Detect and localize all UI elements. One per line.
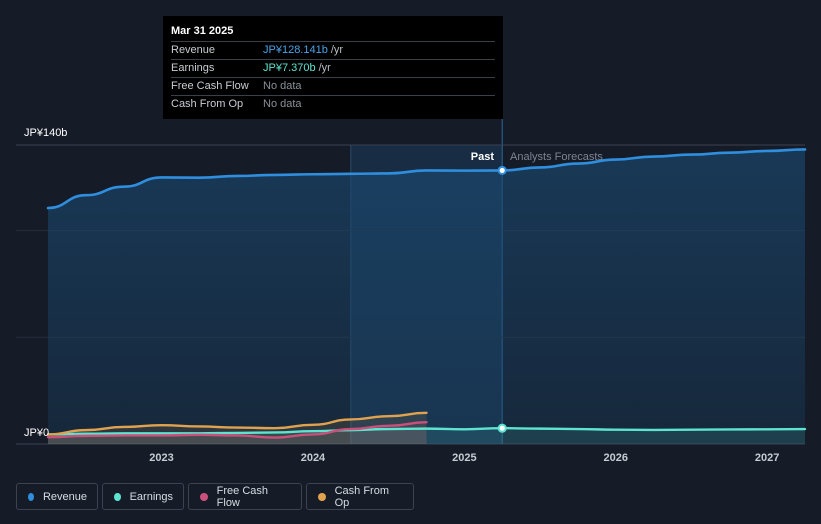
tooltip-unit: /yr xyxy=(318,62,331,74)
forecast-label: Analysts Forecasts xyxy=(510,151,603,163)
earnings-dot-icon xyxy=(114,492,121,501)
free-cash-flow-dot-icon xyxy=(200,492,208,501)
legend-label: Earnings xyxy=(129,490,173,503)
y-tick-label: JP¥140b xyxy=(24,127,67,139)
y-tick-label: JP¥0 xyxy=(24,427,49,439)
tooltip-row-earnings: Earnings JP¥7.370b /yr xyxy=(171,59,495,77)
tooltip: Mar 31 2025 Revenue JP¥128.141b /yr Earn… xyxy=(163,16,503,119)
tooltip-value: No data xyxy=(263,98,302,110)
revenue-area xyxy=(48,149,805,445)
tooltip-label: Earnings xyxy=(171,62,215,74)
earnings-marker xyxy=(497,423,507,433)
legend-item-free-cash-flow[interactable]: Free Cash Flow xyxy=(188,483,302,510)
revenue-dot-icon xyxy=(28,492,34,501)
revenue-line xyxy=(46,148,807,210)
legend-label: Revenue xyxy=(42,490,87,503)
tooltip-label: Revenue xyxy=(171,44,216,56)
x-tick-label: 2025 xyxy=(452,452,476,464)
revenue-marker xyxy=(497,165,507,176)
legend-label: Free Cash Flow xyxy=(216,484,269,509)
legend-item-earnings[interactable]: Earnings xyxy=(102,483,184,510)
cash-from-op-line xyxy=(46,411,428,436)
legend-label: Cash From Op xyxy=(334,484,389,509)
tooltip-date: Mar 31 2025 xyxy=(171,25,234,37)
tooltip-row-free-cash-flow: Free Cash Flow No data xyxy=(171,77,495,95)
tooltip-label: Cash From Op xyxy=(171,98,244,110)
free-cash-flow-area xyxy=(48,422,427,444)
tooltip-label: Free Cash Flow xyxy=(171,80,249,92)
tooltip-row-cash-from-op: Cash From Op No data xyxy=(171,95,495,113)
x-tick-label: 2027 xyxy=(755,452,779,464)
legend-item-revenue[interactable]: Revenue xyxy=(16,483,98,510)
legend: Revenue Earnings Free Cash Flow Cash Fro… xyxy=(16,483,414,510)
earnings-line xyxy=(46,426,807,436)
cash-from-op-dot-icon xyxy=(318,492,326,501)
tooltip-row-revenue: Revenue JP¥128.141b /yr xyxy=(171,41,495,59)
earnings-area xyxy=(48,428,805,444)
tooltip-value: JP¥128.141b xyxy=(263,44,328,56)
past-label: Past xyxy=(471,151,495,163)
tooltip-value: JP¥7.370b xyxy=(263,62,316,74)
x-tick-label: 2026 xyxy=(604,452,628,464)
tooltip-unit: /yr xyxy=(330,44,344,56)
x-tick-label: 2024 xyxy=(301,452,326,464)
tooltip-value: No data xyxy=(263,80,302,92)
free-cash-flow-line xyxy=(46,421,428,439)
legend-item-cash-from-op[interactable]: Cash From Op xyxy=(306,483,414,510)
x-tick-label: 2023 xyxy=(149,452,173,464)
